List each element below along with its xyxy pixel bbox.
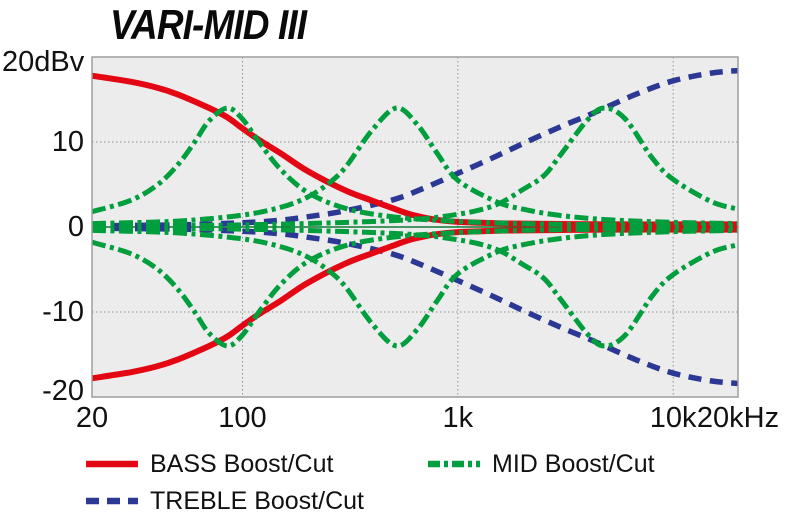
plot-border (91, 56, 739, 398)
mid-mid-cut-curve (92, 227, 738, 349)
legend-swatch-dashed (86, 497, 138, 505)
treble-boost-curve (92, 67, 738, 229)
legend-item-bass: BASS Boost/Cut (86, 450, 333, 478)
legend-label: MID Boost/Cut (492, 449, 655, 478)
y-axis-top-label: 20dBv (2, 46, 85, 78)
legend-label: BASS Boost/Cut (150, 449, 334, 478)
x-tick-label-10k: 10k (649, 402, 697, 434)
x-tick-label-1k: 1k (442, 402, 474, 434)
x-tick-label-20: 20 (75, 402, 109, 434)
bass-cut-curve (92, 226, 738, 382)
chart-title: VARI-MID III (110, 1, 307, 48)
legend-swatch-dashdot (428, 460, 480, 468)
curves-group (92, 67, 738, 387)
mid-mid-boost-curve (92, 105, 738, 227)
legend-label: TREBLE Boost/Cut (150, 486, 364, 515)
y-tick-label--10: -10 (42, 296, 84, 328)
y-tick-label-0: 0 (67, 211, 84, 243)
mid-high-cut-curve (92, 225, 738, 349)
bass-boost-curve (92, 72, 738, 228)
y-tick-label--20: -20 (42, 375, 84, 407)
y-tick-label-10: 10 (51, 126, 84, 158)
mid-low-boost-curve (92, 105, 738, 229)
treble-cut-curve (92, 225, 738, 387)
legend-item-mid: MID Boost/Cut (428, 450, 655, 478)
mid-low-cut-curve (92, 225, 738, 349)
x-tick-label-20kHz: 20kHz (696, 402, 780, 434)
legend-item-treble: TREBLE Boost/Cut (86, 487, 364, 515)
legend-swatch-solid (86, 460, 138, 468)
x-tick-label-100: 100 (218, 402, 267, 434)
mid-high-boost-curve (92, 105, 738, 229)
